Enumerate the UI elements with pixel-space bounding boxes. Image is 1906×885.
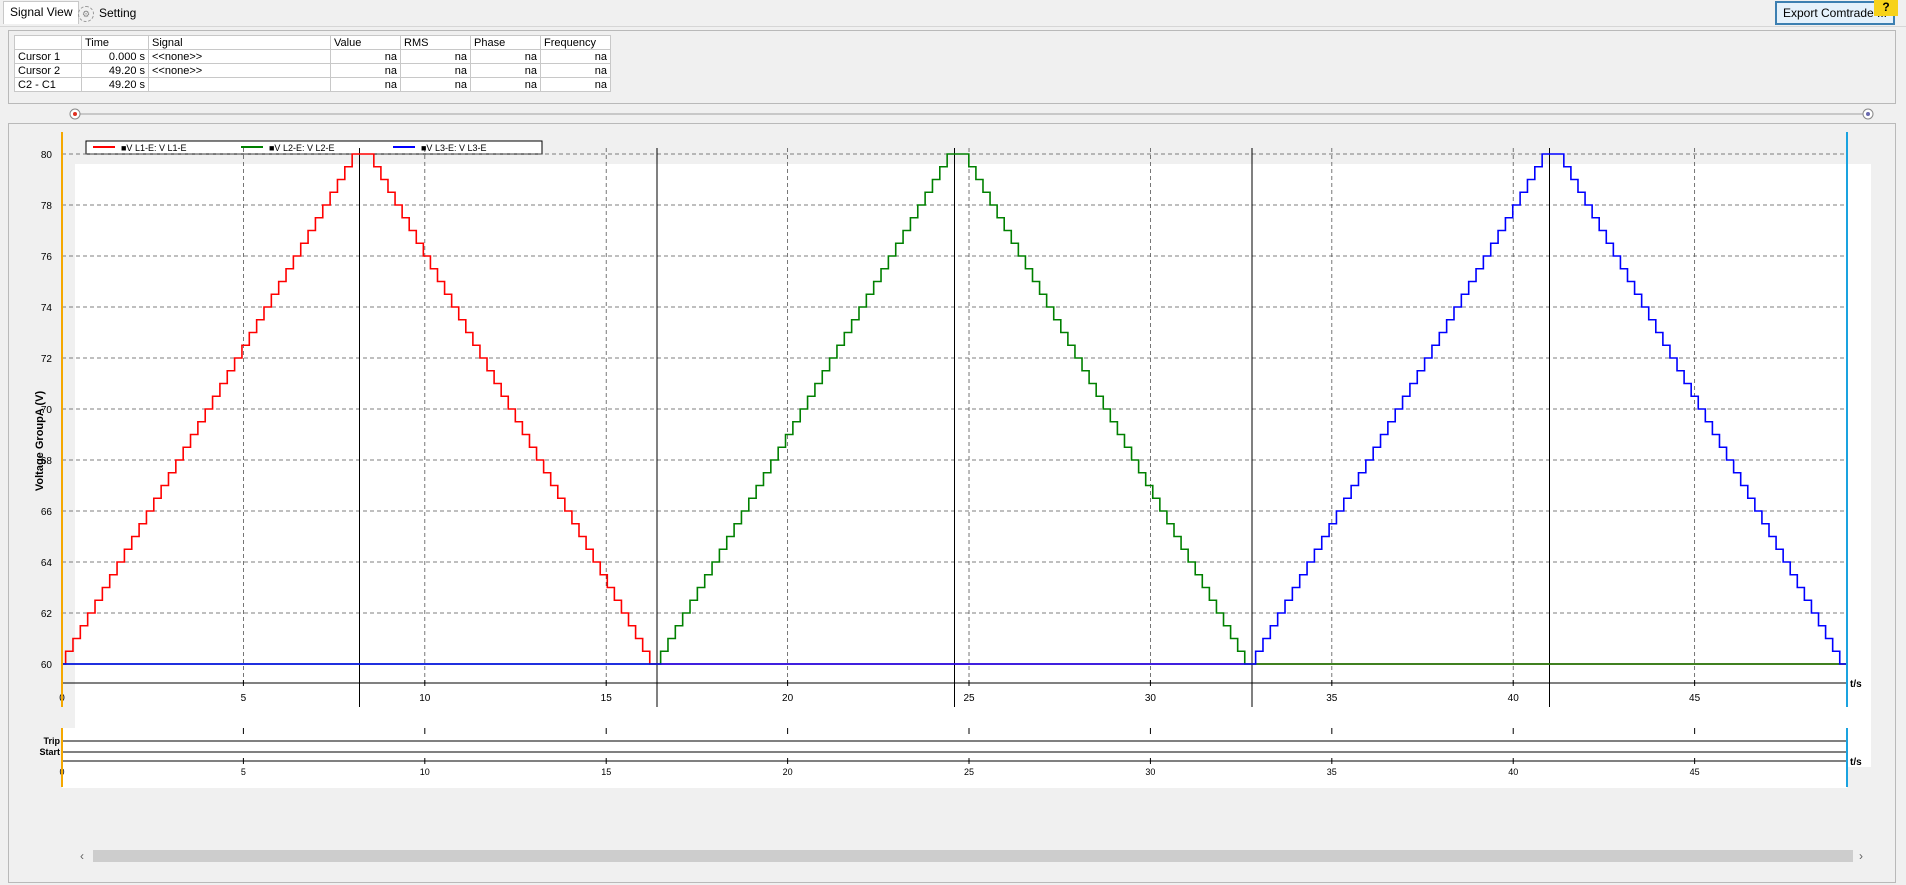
- binary-x-tick-label: 25: [964, 767, 974, 777]
- cell-frequency: na: [540, 49, 611, 64]
- binary-x-tick-label: 15: [601, 767, 611, 777]
- y-tick-label: 62: [41, 609, 53, 620]
- x-axis-label: t/s: [1850, 679, 1862, 690]
- x-tick-label: 15: [601, 693, 613, 704]
- scrollbar-thumb[interactable]: [93, 850, 1853, 862]
- col-header-rms: RMS: [400, 35, 471, 50]
- y-tick-label: 60: [41, 660, 53, 671]
- binary-x-tick-label: 30: [1145, 767, 1155, 777]
- cursor-table: Time Signal Value RMS Phase Frequency Cu…: [14, 35, 611, 92]
- binary-x-tick-label: 45: [1690, 767, 1700, 777]
- cell-value: na: [330, 77, 401, 92]
- legend-label: ■V L2-E: V L2-E: [269, 143, 334, 153]
- y-tick-label: 78: [41, 201, 53, 212]
- cell-time: 49.20 s: [81, 63, 149, 78]
- binary-track-label: Trip: [43, 736, 60, 746]
- tab-setting-label: Setting: [99, 6, 137, 20]
- binary-track-label: Start: [39, 747, 60, 757]
- series-line: [62, 153, 1847, 665]
- cell-phase: na: [470, 49, 541, 64]
- x-tick-label: 35: [1326, 693, 1338, 704]
- plot-panel: ■V L1-E: V L1-E ■V L2-E: V L2-E ■V L3-E: V…: [8, 123, 1896, 883]
- y-tick-label: 72: [41, 354, 53, 365]
- cell-signal[interactable]: <<none>>: [148, 49, 331, 64]
- x-tick-label: 10: [419, 693, 431, 704]
- table-row[interactable]: Cursor 1 0.000 s <<none>> na na na na: [14, 49, 611, 64]
- binary-x-tick-label: 10: [420, 767, 430, 777]
- x-tick-label: 45: [1689, 693, 1701, 704]
- y-tick-label: 64: [41, 558, 53, 569]
- cell-time: 49.20 s: [81, 77, 149, 92]
- legend-label: ■V L1-E: V L1-E: [121, 143, 186, 153]
- col-header-signal: Signal: [148, 35, 331, 50]
- cell-phase: na: [470, 77, 541, 92]
- cell-signal[interactable]: <<none>>: [148, 63, 331, 78]
- cell-rms: na: [400, 49, 471, 64]
- y-tick-label: 68: [41, 456, 53, 467]
- horizontal-scrollbar[interactable]: ‹ ›: [75, 849, 1871, 863]
- col-header-name: [14, 35, 82, 50]
- cell-signal: [148, 77, 331, 92]
- scroll-left-icon[interactable]: ‹: [80, 849, 84, 863]
- cursor-marker-track: [69, 108, 1874, 120]
- voltage-chart[interactable]: ■V L1-E: V L1-E ■V L2-E: V L2-E ■V L3-E: V…: [9, 124, 1895, 882]
- col-header-time: Time: [81, 35, 149, 50]
- help-icon[interactable]: ?: [1874, 0, 1898, 16]
- table-row[interactable]: C2 - C1 49.20 s na na na na: [14, 77, 611, 92]
- tab-bar: Signal View ⚙ Setting Export Comtrade ...…: [0, 0, 1906, 27]
- binary-x-tick-label: 5: [241, 767, 246, 777]
- binary-x-axis-label: t/s: [1850, 757, 1862, 768]
- x-tick-label: 20: [782, 693, 794, 704]
- table-row[interactable]: Cursor 2 49.20 s <<none>> na na na na: [14, 63, 611, 78]
- y-tick-label: 66: [41, 507, 53, 518]
- chart-axes: 6062646668707274767880051015202530354045…: [41, 132, 1862, 707]
- y-axis-label: Voltage GroupA (V): [34, 391, 46, 492]
- y-tick-label: 76: [41, 252, 53, 263]
- binary-x-tick-label: 35: [1327, 767, 1337, 777]
- x-tick-label: 25: [963, 693, 975, 704]
- y-tick-label: 80: [41, 150, 53, 161]
- cell-name: C2 - C1: [14, 77, 82, 92]
- x-tick-label: 40: [1508, 693, 1520, 704]
- cell-phase: na: [470, 63, 541, 78]
- cell-name: Cursor 1: [14, 49, 82, 64]
- y-tick-label: 70: [41, 405, 53, 416]
- binary-chart: TripStart051015202530354045t/s: [39, 728, 1862, 788]
- col-header-frequency: Frequency: [540, 35, 611, 50]
- legend-label: ■V L3-E: V L3-E: [421, 143, 486, 153]
- cell-rms: na: [400, 63, 471, 78]
- gear-icon: ⚙: [78, 5, 94, 22]
- x-tick-label: 30: [1145, 693, 1157, 704]
- tab-setting[interactable]: ⚙ Setting: [72, 3, 142, 23]
- binary-x-tick-label: 20: [783, 767, 793, 777]
- series-line: [62, 153, 1847, 665]
- cursor-panel: Time Signal Value RMS Phase Frequency Cu…: [8, 30, 1896, 104]
- col-header-value: Value: [330, 35, 401, 50]
- cell-frequency: na: [540, 77, 611, 92]
- cell-time: 0.000 s: [81, 49, 149, 64]
- x-tick-label: 5: [241, 693, 247, 704]
- binary-x-tick-label: 40: [1508, 767, 1518, 777]
- cell-name: Cursor 2: [14, 63, 82, 78]
- cell-value: na: [330, 49, 401, 64]
- series-line: [62, 153, 1847, 665]
- cell-value: na: [330, 63, 401, 78]
- scroll-right-icon[interactable]: ›: [1859, 849, 1863, 863]
- y-tick-label: 74: [41, 303, 53, 314]
- cell-frequency: na: [540, 63, 611, 78]
- chart-series: [62, 153, 1847, 665]
- tab-signal-view[interactable]: Signal View: [3, 1, 80, 24]
- binary-chart-area: [62, 728, 1847, 788]
- col-header-phase: Phase: [470, 35, 541, 50]
- chart-legend-entries: ■V L1-E: V L1-E ■V L2-E: V L2-E ■V L3-E: V…: [93, 143, 486, 153]
- cell-rms: na: [400, 77, 471, 92]
